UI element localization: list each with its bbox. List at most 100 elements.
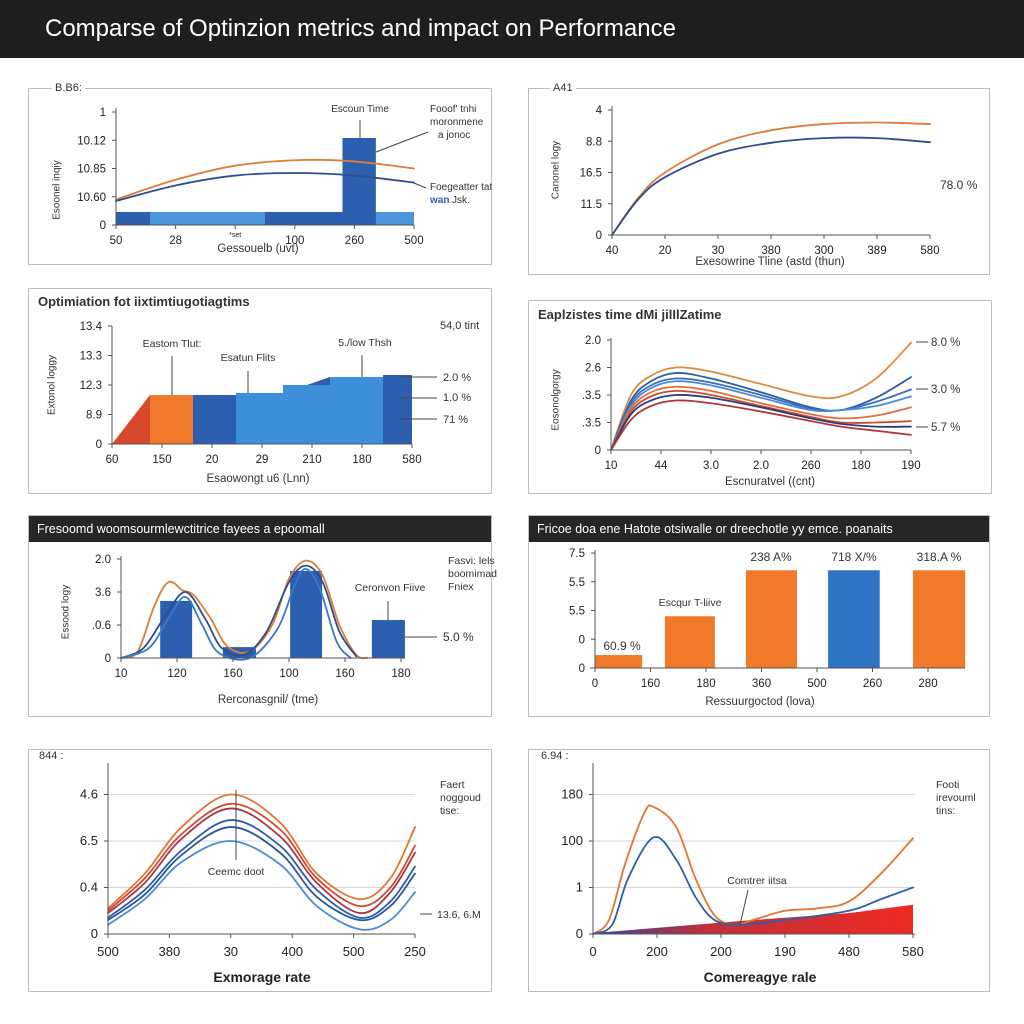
chart6-bar [913,570,966,668]
chart4-series-line [610,399,912,451]
chart5-x-tick-label: 160 [335,668,354,680]
chart7-series-line [107,802,416,912]
panel-6-header: Fricoe doa ene Hatote otsiwalle or dreec… [529,516,989,542]
chart4-x-tick-label: 44 [655,460,668,472]
chart7-y-tick-label: 0 [91,926,98,941]
chart7-x-tick-label: 500 [343,944,365,959]
chart2-y-tick-label: 8.8 [586,136,602,148]
chart5-annotation: Ceronvon Fiive [355,582,426,594]
chart8-annotation: Footi [936,779,959,791]
chart5-annotation: boomimad [448,568,497,580]
chart6-x-tick-label: 280 [918,678,937,690]
chart1-y-tick-label: 10.85 [77,164,106,176]
panel-2-corner-label: A41 [550,82,576,94]
chart1-y-tick-label: 0 [100,220,106,232]
chart4-series-line [610,389,912,451]
chart1-annotation: Escoun Time [331,104,389,115]
chart2-y-tick-label: 11.5 [580,199,602,211]
chart7-series-line [107,819,416,919]
chart5-bar [160,600,193,658]
chart3-area [307,377,330,385]
chart1-y-tick-label: 10.12 [77,135,106,147]
chart3-y-tick-label: 12.3 [80,380,102,392]
chart7-annotation: tise: [440,805,459,817]
chart4-series-line [610,394,912,451]
chart1-annotation: moronmene [430,117,484,128]
chart2-series-line [611,136,931,236]
chart1-series-line [115,158,415,201]
chart3-area [112,395,150,444]
chart6-x-tick-label: 260 [863,678,882,690]
chart6-y-tick-label: 0 [579,663,585,675]
panel-2-x-label: Exesowrine Tline (astd (thun) [695,256,845,268]
chart6-x-tick-label: 160 [641,678,660,690]
chart7-annotation: noggoud [440,792,481,804]
chart8-x-tick-label: 0 [589,944,596,959]
chart7-annotation: Ceemc doot [208,866,265,878]
panel-5-x-label: Rerconasgnil/ (tme) [217,694,319,706]
chart5-x-tick-label: 180 [391,668,410,680]
chart4-y-tick-label: .3.5 [582,390,601,402]
chart5-y-tick-label: 3.6 [95,587,111,599]
chart8-y-tick-label: 0 [576,926,583,941]
chart3-annotation: 5./low Thsh [338,337,392,349]
chart6-annotation: 60.9 % [603,639,641,653]
panel-5-header: Fresoomd woomsourmlewctitrice fayees a e… [29,516,491,542]
panel-7-corner-label: 844 : [36,750,67,762]
chart6-x-tick-label: 180 [696,678,715,690]
chart1-series-line [115,172,415,202]
chart8-y-tick-label: 180 [561,787,583,802]
chart4-x-tick-label: 3.0 [703,460,719,472]
chart5-x-tick-label: 120 [167,668,186,680]
panel-3-title: Optimiation fot iixtimtiugotiagtims [38,294,250,309]
panel-6: Fricoe doa ene Hatote otsiwalle or dreec… [528,515,990,717]
panel-1-corner-label: B.B6: [52,82,85,94]
chart5-annotation: 5.0 % [443,630,474,644]
chart1-annotation: a jonoc [438,130,470,141]
chart8-annotation: tins: [936,805,955,817]
chart4-x-tick-label: 180 [851,460,870,472]
chart4-annotation: 5.7 % [931,422,960,434]
page-title: Comparse of Optinzion metrics and impact… [45,15,676,42]
chart2-y-tick-label: 0 [596,230,602,242]
chart3-y-tick-label: 8.9 [86,410,102,422]
panel-1 [28,88,492,265]
chart2-x-tick-label: 580 [920,245,939,257]
chart6-annotation: Escqur T-liive [659,597,722,609]
chart8-annotation: irevouml [936,792,976,804]
chart2-x-tick-label: 380 [761,245,780,257]
chart8-x-tick-label: 580 [902,944,924,959]
chart3-annotation: 71 % [443,414,468,426]
chart6-y-tick-label: 5.5 [569,606,585,618]
panel-3-x-label: Esaowongt u6 (Lnn) [206,473,310,485]
chart7-x-tick-label: 250 [404,944,426,959]
chart1-x-tick-label: *set [229,232,241,239]
chart2-x-tick-label: 389 [867,245,886,257]
chart3-bar [330,377,383,444]
chart7-x-tick-label: 380 [159,944,181,959]
chart7-x-tick-label: 30 [224,944,238,959]
panel-5: Fresoomd woomsourmlewctitrice fayees a e… [28,515,492,717]
chart1-annotation-leader [375,131,429,153]
chart1-annotation: Foegeatter tat [430,182,492,193]
chart6-x-tick-label: 500 [807,678,826,690]
chart4-y-tick-label: .3.5 [582,418,601,430]
chart3-x-tick-label: 150 [152,454,171,466]
chart7-x-tick-label: 400 [281,944,303,959]
chart3-annotation: 54,0 tint [440,320,479,332]
chart3-bar [150,395,193,444]
chart7-x-tick-label: 500 [97,944,119,959]
title-bar: Comparse of Optinzion metrics and impact… [0,0,1024,58]
chart4-series-line [610,372,912,451]
chart3-x-tick-label: 210 [302,454,321,466]
chart6-bar [828,570,880,668]
chart5-annotation: Fniex [448,581,474,593]
chart3-y-tick-label: 0 [96,439,102,451]
chart3-x-tick-label: 20 [206,454,219,466]
chart3-bar [283,385,330,444]
chart7-series-line [107,840,416,931]
chart8-x-tick-label: 480 [838,944,860,959]
chart6-bar [595,655,643,668]
chart2-y-tick-label: 16.5 [580,168,602,180]
